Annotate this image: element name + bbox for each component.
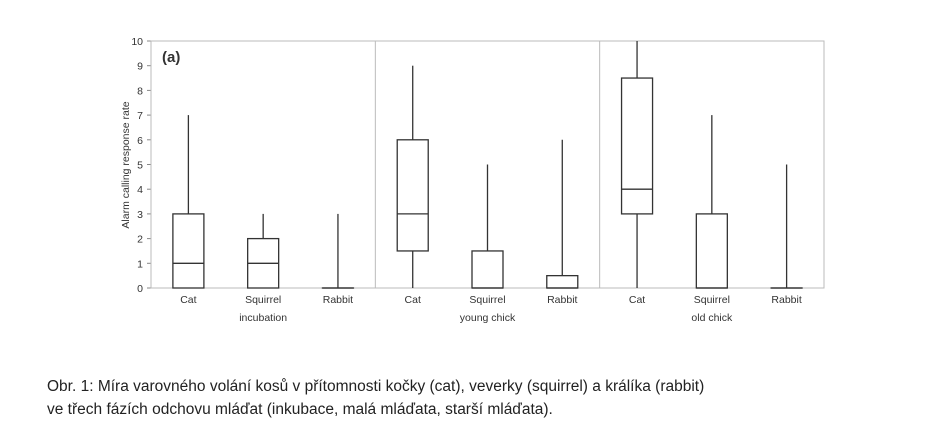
- box-iqr: [546, 274, 579, 289]
- caption-line-1: Obr. 1: Míra varovného volání kosů v pří…: [47, 378, 705, 395]
- y-tick-label: 10: [131, 36, 143, 48]
- y-tick-label: 7: [137, 110, 143, 122]
- x-tick-label: Rabbit: [547, 294, 577, 306]
- y-tick-label: 2: [137, 234, 143, 246]
- box-cat-old-chick: [620, 41, 654, 288]
- y-tick-label: 1: [137, 258, 143, 270]
- x-tick-label: Rabbit: [323, 294, 353, 306]
- y-axis: 0 1 2 3 4 5 6 7 8 9 10: [131, 36, 151, 295]
- box-iqr: [172, 213, 205, 289]
- y-tick-label: 9: [137, 61, 143, 73]
- x-tick-label: Squirrel: [245, 294, 281, 306]
- y-tick-label: 3: [137, 209, 143, 221]
- panel-label: (a): [162, 49, 180, 66]
- group-label: young chick: [460, 312, 516, 324]
- box-rabbit-young-chick: [546, 139, 579, 289]
- box-plot-chart: 0 1 2 3 4 5 6 7 8 9 10 Cat Squirrel Rabbit incubation…: [120, 36, 825, 324]
- box-squirrel-old-chick: [695, 115, 728, 289]
- figure-caption: Obr. 1: Míra varovného volání kosů v pří…: [47, 375, 917, 421]
- box-cat-young-chick: [396, 65, 429, 288]
- y-axis-label: Alarm calling response rate: [120, 101, 132, 228]
- box-rabbit-incubation: [321, 213, 355, 289]
- box-iqr: [620, 77, 654, 215]
- y-tick-label: 6: [137, 135, 143, 147]
- group-label: incubation: [239, 312, 287, 324]
- group-label: old chick: [691, 312, 733, 324]
- plot-area: Cat Squirrel Rabbit incubation Cat Squirrel Ra…: [150, 40, 825, 324]
- box-iqr: [471, 250, 504, 289]
- box-cat-incubation: [172, 115, 205, 289]
- x-tick-label: Squirrel: [469, 294, 505, 306]
- box-squirrel-young-chick: [471, 164, 504, 289]
- y-tick-label: 8: [137, 85, 143, 97]
- box-rabbit-old-chick: [770, 164, 803, 289]
- y-tick-label: 0: [137, 283, 143, 295]
- caption-line-2: ve třech fázích odchovu mláďat (inkubace…: [47, 401, 553, 418]
- x-tick-label: Rabbit: [771, 294, 801, 306]
- box-squirrel-incubation: [247, 213, 280, 289]
- y-tick-label: 5: [137, 160, 143, 172]
- box-iqr: [396, 139, 429, 252]
- x-tick-label: Cat: [405, 294, 421, 306]
- x-tick-label: Squirrel: [694, 294, 730, 306]
- x-tick-label: Cat: [629, 294, 645, 306]
- box-iqr: [695, 213, 728, 289]
- y-tick-label: 4: [137, 184, 143, 196]
- x-tick-label: Cat: [180, 294, 196, 306]
